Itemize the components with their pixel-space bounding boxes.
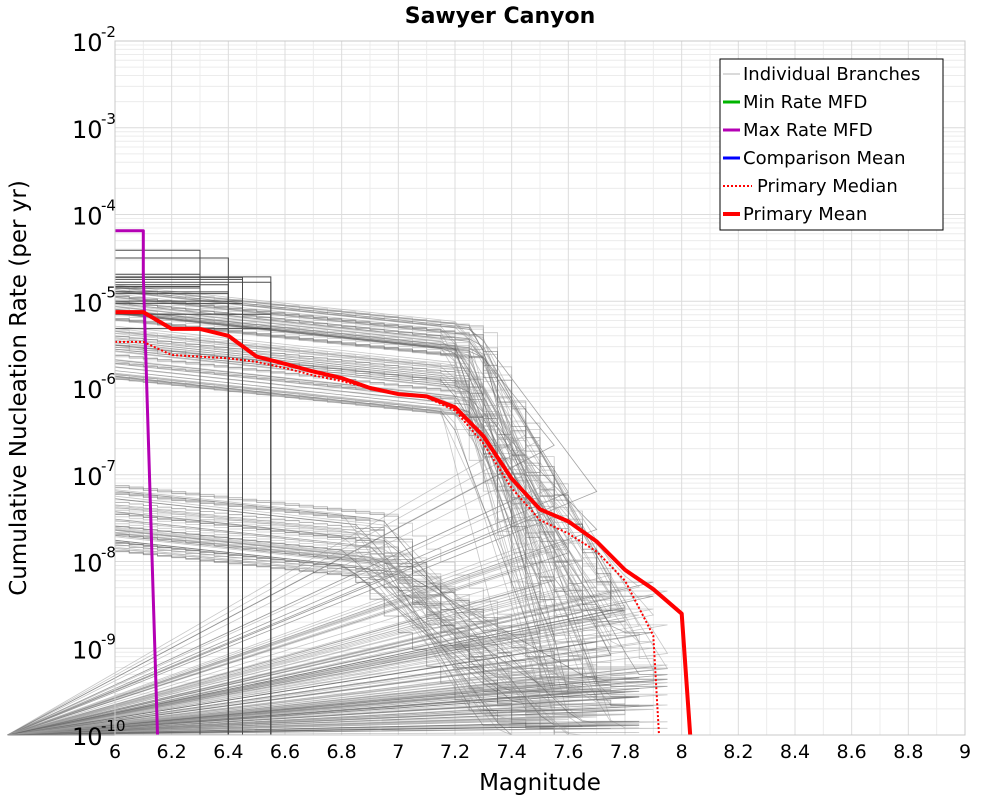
x-tick-label: 7 (392, 741, 404, 763)
branch-line (7, 550, 626, 736)
branch-line (7, 486, 640, 736)
y-tick-label: 10 (72, 116, 103, 144)
x-tick-label: 7.8 (610, 741, 640, 763)
branch-line (7, 378, 541, 736)
branch-line (7, 312, 668, 736)
legend-label: Comparison Mean (743, 148, 906, 169)
plot-border (114, 40, 966, 736)
branch-line (7, 493, 583, 736)
branch-line (7, 485, 555, 736)
y-tick-label: 10 (72, 376, 103, 404)
legend-label: Individual Branches (743, 64, 920, 85)
branch-line (7, 528, 555, 736)
y-tick-exponent: -7 (101, 457, 116, 475)
x-tick-label: 6.2 (157, 741, 187, 763)
legend-label: Max Rate MFD (743, 120, 873, 141)
x-tick-label: 6 (109, 741, 121, 763)
branch-line (7, 504, 555, 736)
branch-line (7, 308, 555, 736)
x-tick-label: 8.6 (837, 741, 867, 763)
y-tick-exponent: -5 (101, 283, 116, 301)
branch-line (7, 301, 541, 736)
branch-line (7, 284, 669, 736)
y-tick-label: 10 (72, 29, 103, 57)
branch-line (7, 370, 597, 736)
x-tick-label: 8.2 (723, 741, 753, 763)
branch-line (115, 313, 272, 735)
legend-box (719, 58, 944, 231)
branch-line (7, 523, 555, 736)
branch-line (7, 366, 597, 736)
individual-branches (7, 249, 669, 736)
x-tick-label: 8.4 (780, 741, 810, 763)
legend: Individual Branches Min Rate MFD Max Rate … (719, 58, 944, 231)
branch-line (7, 313, 569, 736)
x-tick-label: 8.8 (893, 741, 923, 763)
chart-title: Sawyer Canyon (405, 4, 596, 29)
branch-line (7, 505, 569, 736)
branch-line (7, 350, 626, 736)
branch-line (7, 490, 640, 736)
legend-label: Min Rate MFD (743, 92, 867, 113)
x-tick-label: 6.6 (270, 741, 300, 763)
branch-line (7, 289, 569, 736)
x-axis-label: Magnitude (479, 770, 601, 796)
branch-line (7, 342, 598, 736)
y-tick-label: 10 (72, 463, 103, 491)
x-tick-labels: 6 6.2 6.4 6.6 6.8 7 7.2 7.4 7.6 7.8 8 8.2 8.4 8.6 8.8 9 (109, 741, 971, 763)
series-primary-median (115, 340, 660, 736)
x-tick-label: 6.8 (327, 741, 357, 763)
branch-line (7, 330, 640, 736)
branch-line (7, 291, 583, 736)
branch-line (7, 546, 668, 736)
branch-line (7, 529, 597, 736)
legend-label: Primary Mean (743, 204, 867, 225)
x-tick-label: 9 (959, 741, 971, 763)
branch-line (7, 544, 599, 736)
y-tick-label: 10 (72, 289, 103, 317)
y-tick-exponent: -2 (101, 23, 116, 41)
y-tick-exponent: -4 (101, 197, 116, 215)
branch-line (7, 338, 626, 736)
legend-label: Primary Median (757, 176, 898, 197)
y-tick-label: 10 (72, 636, 103, 664)
y-tick-label: 10 (72, 550, 103, 578)
series-lines (115, 229, 693, 736)
y-tick-exponent: -6 (101, 370, 116, 388)
y-tick-label: 10 (72, 203, 103, 231)
y-tick-labels: 10-210-310-410-510-610-710-810-910-10 (72, 23, 126, 751)
branch-line (7, 305, 654, 736)
branch-line (7, 303, 555, 736)
x-tick-label: 7.6 (553, 741, 583, 763)
x-tick-label: 7.2 (440, 741, 470, 763)
y-tick-exponent: -8 (101, 544, 116, 562)
branch-line (115, 284, 229, 735)
y-axis-label: Cumulative Nucleation Rate (per yr) (6, 180, 32, 596)
branch-line (7, 510, 597, 736)
branch-line (7, 298, 541, 736)
y-tick-exponent: -10 (101, 717, 126, 735)
x-tick-label: 8 (676, 741, 688, 763)
y-tick-exponent: -3 (101, 110, 116, 128)
x-tick-label: 7.4 (497, 741, 527, 763)
branch-line (7, 535, 569, 736)
x-tick-label: 6.4 (213, 741, 243, 763)
branch-line (115, 302, 243, 735)
series-max-rate-mfd (115, 229, 159, 736)
y-tick-exponent: -9 (101, 630, 116, 648)
branch-line (7, 532, 668, 736)
branch-line (7, 527, 597, 736)
branch-line (7, 548, 569, 736)
branch-line (7, 511, 640, 736)
y-tick-label: 10 (72, 723, 103, 751)
